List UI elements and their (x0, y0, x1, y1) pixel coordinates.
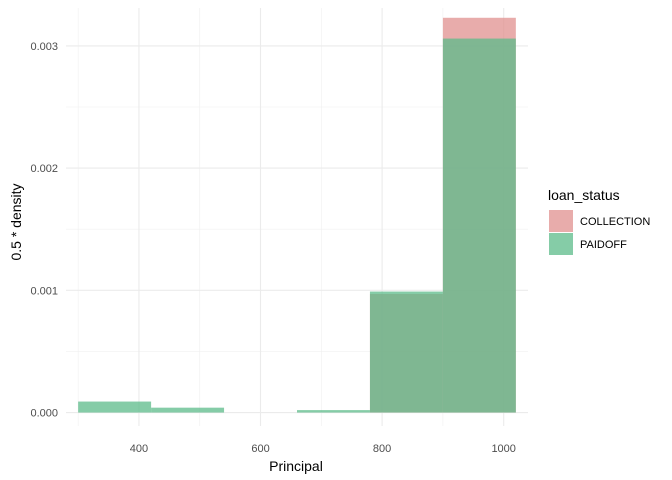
bar-paidoff-660 (297, 410, 370, 413)
legend-label-paidoff: PAIDOFF (580, 239, 627, 251)
bars (78, 17, 516, 413)
y-tick-label: 0.003 (30, 41, 58, 53)
bar-paidoff-900 (442, 38, 516, 413)
y-axis-title: 0.5 * density (8, 183, 24, 260)
x-tick-label: 800 (373, 443, 391, 455)
x-axis-title: Principal (269, 458, 323, 474)
x-tick-label: 400 (130, 443, 148, 455)
y-tick-labels: 0.000 0.001 0.002 0.003 (30, 41, 58, 420)
y-tick-label: 0.001 (30, 285, 58, 297)
y-tick-label: 0.002 (30, 163, 58, 175)
x-tick-label: 1000 (491, 443, 515, 455)
bar-paidoff-420 (151, 407, 225, 413)
bar-paidoff-780 (369, 291, 443, 413)
bar-paidoff-300 (78, 401, 152, 413)
legend-title: loan_status (548, 187, 620, 203)
legend-key-paidoff (549, 233, 573, 255)
x-tick-label: 600 (251, 443, 269, 455)
legend: loan_status COLLECTION PAIDOFF (548, 187, 650, 255)
y-tick-label: 0.000 (30, 408, 58, 420)
legend-label-collection: COLLECTION (580, 216, 650, 228)
x-tick-labels: 400 600 800 1000 (130, 443, 516, 455)
legend-key-collection (549, 210, 573, 232)
